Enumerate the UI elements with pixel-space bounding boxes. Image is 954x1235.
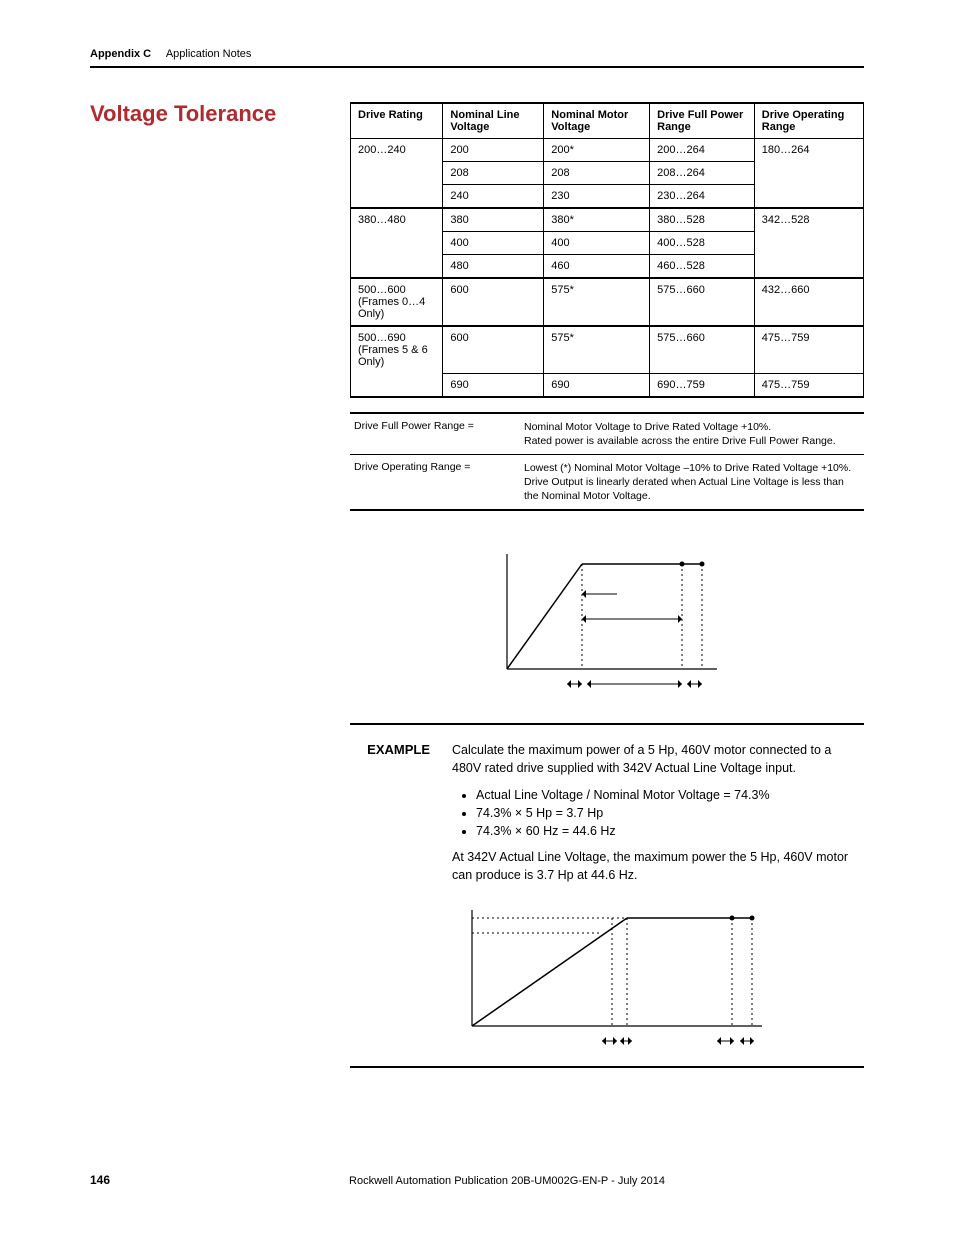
table-cell: 200…240	[351, 139, 443, 162]
publication-info: Rockwell Automation Publication 20B-UM00…	[150, 1175, 864, 1187]
chart-2-wrap	[452, 898, 864, 1048]
table-row: 380…480380380*380…528342…528	[351, 208, 864, 232]
example-body: Calculate the maximum power of a 5 Hp, 4…	[452, 741, 864, 1048]
table-cell: 690	[443, 373, 544, 397]
voltage-chart-1	[487, 539, 727, 689]
table-header: Drive Operating Range	[754, 103, 863, 139]
notes-desc: Nominal Motor Voltage to Drive Rated Vol…	[520, 413, 864, 455]
table-row: 480460460…528	[351, 255, 864, 279]
notes-label: Drive Full Power Range =	[350, 413, 520, 455]
table-cell: 575*	[544, 326, 650, 373]
table-cell: 342…528	[754, 208, 863, 232]
notes-table: Drive Full Power Range =Nominal Motor Vo…	[350, 412, 864, 512]
page-footer: 146 Rockwell Automation Publication 20B-…	[90, 1173, 864, 1187]
example-outro: At 342V Actual Line Voltage, the maximum…	[452, 848, 864, 884]
table-cell	[754, 185, 863, 209]
table-cell: 500…600 (Frames 0…4 Only)	[351, 278, 443, 326]
example-bullet: 74.3% × 60 Hz = 44.6 Hz	[476, 822, 864, 840]
table-cell: 480	[443, 255, 544, 279]
table-cell	[351, 162, 443, 185]
running-header: Appendix C Application Notes	[90, 48, 864, 60]
notes-row: Drive Operating Range =Lowest (*) Nomina…	[350, 454, 864, 510]
table-cell: 200	[443, 139, 544, 162]
notes-row: Drive Full Power Range =Nominal Motor Vo…	[350, 413, 864, 455]
table-cell	[351, 232, 443, 255]
table-cell: 380…480	[351, 208, 443, 232]
section-title: Voltage Tolerance	[90, 102, 320, 126]
table-row: 208208208…264	[351, 162, 864, 185]
table-header: Drive Full Power Range	[650, 103, 755, 139]
table-cell: 690	[544, 373, 650, 397]
voltage-chart-2	[452, 898, 772, 1048]
page-number: 146	[90, 1173, 150, 1187]
table-cell: 575*	[544, 278, 650, 326]
table-cell: 475…759	[754, 326, 863, 373]
table-row: 690690690…759475…759	[351, 373, 864, 397]
table-cell: 460…528	[650, 255, 755, 279]
table-cell: 180…264	[754, 139, 863, 162]
table-cell	[351, 255, 443, 279]
table-cell: 380…528	[650, 208, 755, 232]
table-cell: 500…690 (Frames 5 & 6 Only)	[351, 326, 443, 373]
example-block: EXAMPLE Calculate the maximum power of a…	[350, 723, 864, 1068]
table-row: 500…600 (Frames 0…4 Only)600575*575…6604…	[351, 278, 864, 326]
table-row: 400400400…528	[351, 232, 864, 255]
appendix-title: Application Notes	[166, 48, 252, 60]
table-header: Nominal Line Voltage	[443, 103, 544, 139]
table-cell: 208…264	[650, 162, 755, 185]
table-cell	[754, 255, 863, 279]
table-cell: 200…264	[650, 139, 755, 162]
notes-desc: Lowest (*) Nominal Motor Voltage –10% to…	[520, 454, 864, 510]
table-cell	[351, 373, 443, 397]
table-cell: 432…660	[754, 278, 863, 326]
table-cell: 230…264	[650, 185, 755, 209]
table-cell: 400	[544, 232, 650, 255]
table-cell: 600	[443, 326, 544, 373]
table-cell: 690…759	[650, 373, 755, 397]
table-cell	[754, 162, 863, 185]
table-cell	[754, 232, 863, 255]
table-cell: 400…528	[650, 232, 755, 255]
table-cell: 380*	[544, 208, 650, 232]
example-bullet: Actual Line Voltage / Nominal Motor Volt…	[476, 786, 864, 804]
table-header: Drive Rating	[351, 103, 443, 139]
table-cell: 575…660	[650, 326, 755, 373]
table-cell: 208	[544, 162, 650, 185]
example-label: EXAMPLE	[350, 741, 430, 1048]
table-row: 200…240200200*200…264180…264	[351, 139, 864, 162]
table-cell: 230	[544, 185, 650, 209]
table-row: 240230230…264	[351, 185, 864, 209]
example-bullet-list: Actual Line Voltage / Nominal Motor Volt…	[476, 786, 864, 840]
table-cell: 208	[443, 162, 544, 185]
table-cell: 380	[443, 208, 544, 232]
table-cell: 475…759	[754, 373, 863, 397]
table-header: Nominal Motor Voltage	[544, 103, 650, 139]
table-row: 500…690 (Frames 5 & 6 Only)600575*575…66…	[351, 326, 864, 373]
table-cell: 200*	[544, 139, 650, 162]
notes-label: Drive Operating Range =	[350, 454, 520, 510]
table-cell: 460	[544, 255, 650, 279]
appendix-label: Appendix C	[90, 48, 151, 60]
table-cell: 575…660	[650, 278, 755, 326]
header-rule	[90, 66, 864, 68]
example-bullet: 74.3% × 5 Hp = 3.7 Hp	[476, 804, 864, 822]
chart-1-wrap	[350, 539, 864, 689]
table-cell: 400	[443, 232, 544, 255]
table-cell: 240	[443, 185, 544, 209]
table-cell: 600	[443, 278, 544, 326]
example-intro: Calculate the maximum power of a 5 Hp, 4…	[452, 741, 864, 777]
voltage-tolerance-table: Drive RatingNominal Line VoltageNominal …	[350, 102, 864, 398]
table-cell	[351, 185, 443, 209]
